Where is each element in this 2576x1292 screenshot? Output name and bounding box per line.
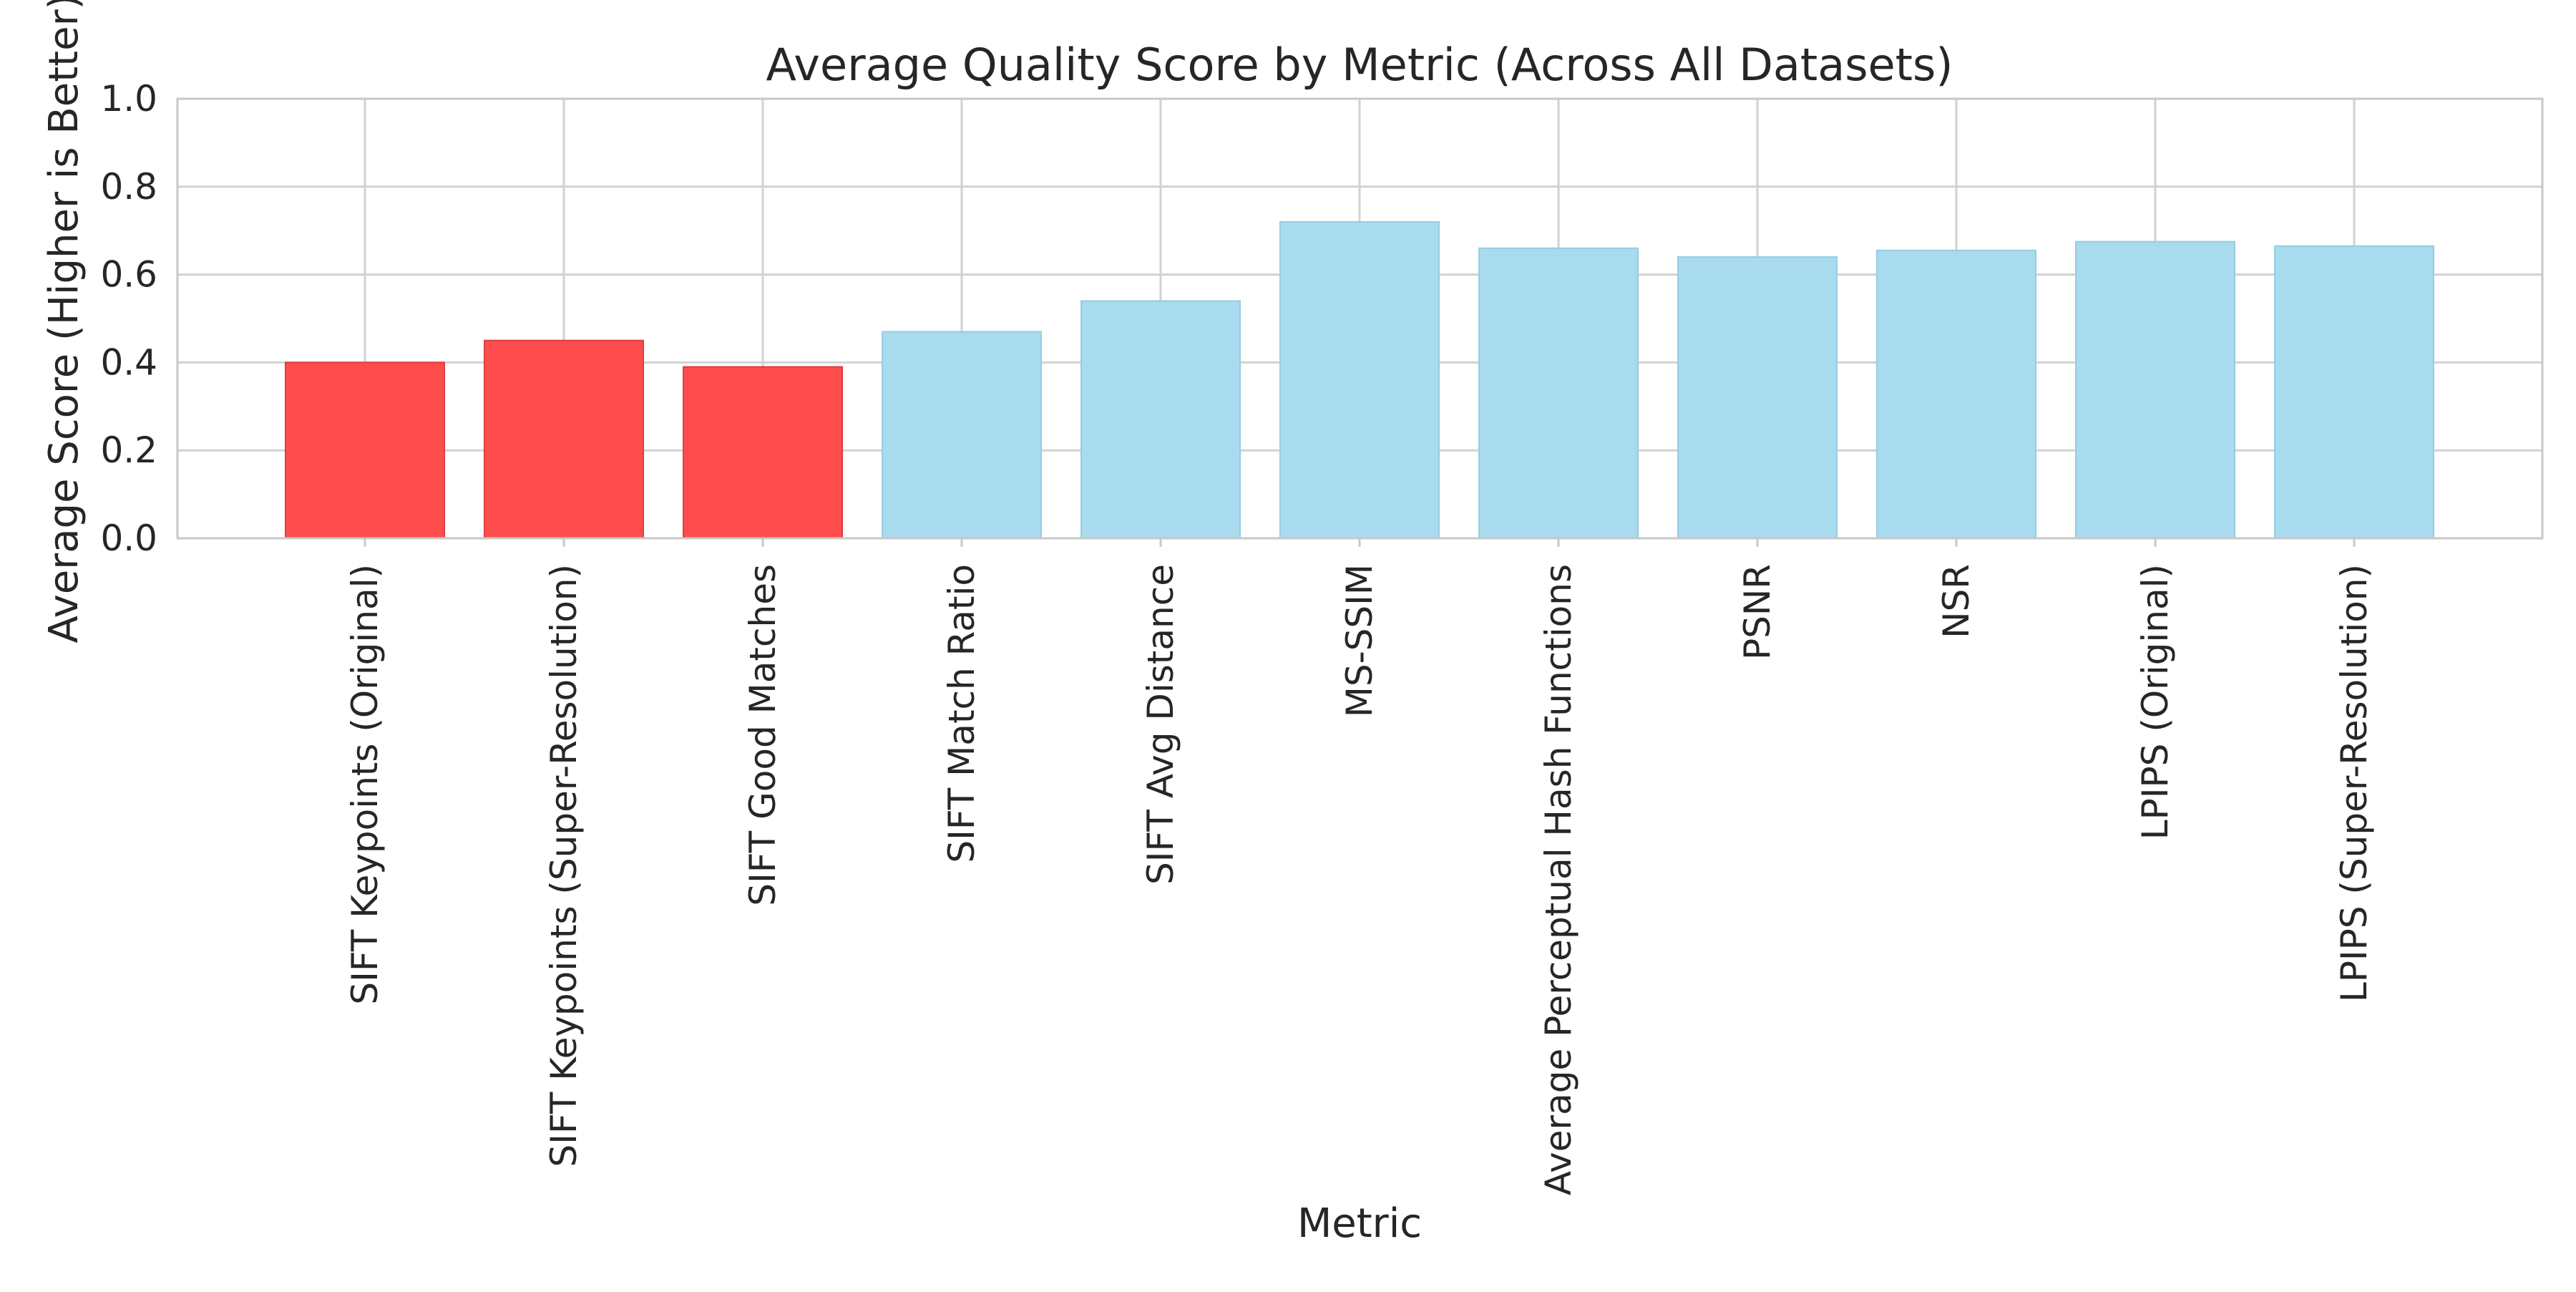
bars bbox=[285, 220, 2434, 539]
y-ticks: 0.0 0.2 0.4 0.6 0.8 1.0 bbox=[100, 78, 157, 559]
x-tick-label: SIFT Keypoints (Super-Resolution) bbox=[543, 564, 585, 1167]
bar bbox=[285, 361, 445, 539]
bar bbox=[1478, 247, 1639, 539]
x-tick-label: SIFT Avg Distance bbox=[1140, 564, 1181, 885]
x-tick-label: SIFT Good Matches bbox=[742, 564, 784, 906]
bar bbox=[1080, 300, 1241, 539]
y-tick-label: 1.0 bbox=[100, 78, 157, 120]
y-axis-label: Average Score (Higher is Better) bbox=[41, 0, 87, 643]
x-tick-label: Average Perceptual Hash Functions bbox=[1538, 564, 1579, 1195]
y-tick-label: 0.2 bbox=[100, 429, 157, 471]
bar bbox=[484, 339, 644, 539]
bar bbox=[1677, 256, 1838, 539]
x-tick-label: LPIPS (Super-Resolution) bbox=[2333, 564, 2375, 1002]
x-tick-label: PSNR bbox=[1737, 564, 1778, 660]
x-tick-label: SIFT Match Ratio bbox=[941, 564, 982, 863]
bar bbox=[2274, 245, 2434, 539]
bar bbox=[1876, 249, 2036, 539]
bar bbox=[683, 366, 843, 539]
y-tick-label: 0.0 bbox=[100, 518, 157, 559]
x-tick-label: LPIPS (Original) bbox=[2135, 564, 2176, 840]
bar bbox=[1279, 220, 1440, 539]
x-tick-label: SIFT Keypoints (Original) bbox=[344, 564, 386, 1005]
y-tick-label: 0.8 bbox=[100, 166, 157, 208]
bar bbox=[2075, 241, 2235, 539]
y-tick-label: 0.6 bbox=[100, 254, 157, 296]
chart-title: Average Quality Score by Metric (Across … bbox=[766, 39, 1953, 91]
y-tick-label: 0.4 bbox=[100, 341, 157, 383]
x-ticks: SIFT Keypoints (Original) SIFT Keypoints … bbox=[344, 538, 2375, 1195]
bar bbox=[882, 331, 1042, 539]
x-axis-label: Metric bbox=[1297, 1200, 1422, 1247]
x-tick-label: MS-SSIM bbox=[1339, 564, 1380, 717]
x-tick-label: NSR bbox=[1936, 564, 1977, 638]
